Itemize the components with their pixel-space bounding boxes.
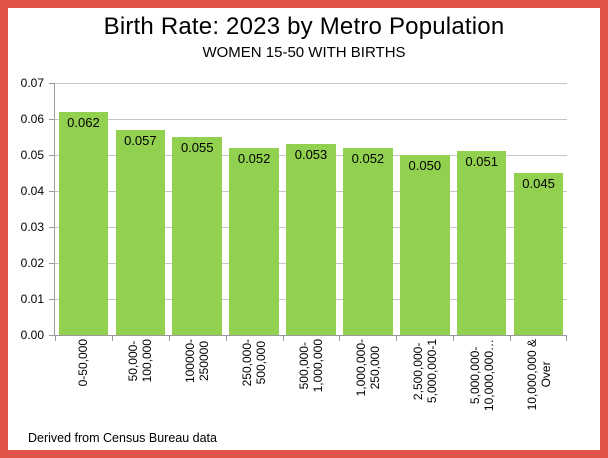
x-category-label: 10,000,000 & Over [524, 339, 553, 411]
x-label-cell: 2,500,000- 5,000,000-1 [396, 335, 453, 429]
bar: 0.050 [400, 155, 450, 335]
bar-cell: 0.051 [453, 83, 510, 335]
bar: 0.045 [513, 173, 564, 335]
x-label-cell: 250,000- 500,000 [226, 335, 283, 429]
gridline [55, 83, 567, 84]
bar-chart: 0.00 0.01 0.02 0.03 0.04 0.05 0.06 0.07 0.062 0.… [10, 76, 567, 429]
y-tick-label: 0.03 [20, 220, 44, 234]
x-category-label: 0-50,000 [76, 339, 91, 387]
y-tick-mark [49, 226, 54, 228]
bar-value-label: 0.045 [522, 176, 555, 191]
bar-cell: 0.057 [112, 83, 169, 335]
bar-value-label: 0.062 [67, 114, 100, 130]
y-tick-mark [49, 154, 54, 156]
bar-value-label: 0.053 [294, 147, 328, 163]
chart-region: 0.00 0.01 0.02 0.03 0.04 0.05 0.06 0.07 0.062 0.… [10, 76, 567, 342]
y-tick-label: 0.04 [20, 184, 44, 199]
bar-cell: 0.055 [169, 83, 226, 335]
y-tick-label: 0.07 [20, 76, 44, 90]
bar-value-label: 0.055 [180, 140, 214, 155]
x-tick-mark [225, 336, 227, 341]
chart-title: Birth Rate: 2023 by Metro Population [103, 13, 505, 40]
x-label-cell: 1,000,000- 250,000 [339, 335, 396, 429]
x-tick-mark [396, 336, 398, 341]
chart-page: Birth Rate: 2023 by Metro Population WOM… [8, 13, 600, 455]
bar: 0.053 [286, 144, 336, 335]
bar-cell: 0.053 [283, 83, 340, 335]
chart-subtitle: WOMEN 15-50 WITH BIRTHS [202, 44, 406, 61]
x-label-cell: 100000- 250000 [169, 335, 226, 429]
source-note: Derived from Census Bureau data [28, 431, 217, 445]
bar-value-label: 0.052 [351, 150, 385, 166]
y-tick-mark [49, 334, 54, 336]
y-tick-mark [49, 82, 54, 84]
y-tick-label: 0.00 [20, 328, 44, 342]
x-category-label: 100000- 250000 [183, 339, 212, 384]
x-category-label: 50,000- 100,000 [126, 339, 155, 383]
bar: 0.052 [343, 147, 393, 335]
bar: 0.051 [456, 151, 507, 335]
plot-area: 0.062 0.057 0.055 0.052 0.053 0.052 0.050 0.051… [54, 83, 567, 341]
bar-value-label: 0.052 [237, 150, 271, 166]
x-tick-mark [168, 336, 170, 341]
y-tick-label: 0.06 [20, 112, 44, 126]
x-tick-mark [566, 336, 567, 341]
x-tick-mark [282, 336, 284, 341]
x-category-label: 2,500,000- 5,000,000-1 [410, 339, 439, 404]
y-tick-mark [49, 298, 54, 300]
x-axis-labels: 0-50,000 50,000- 100,000 100000- 250000 250… [55, 335, 567, 429]
gridline [55, 119, 567, 120]
bar-cell: 0.050 [396, 83, 453, 335]
bar-cell: 0.062 [55, 83, 112, 335]
y-tick-mark [49, 262, 54, 264]
x-category-label: 500,000- 1,000,000 [297, 339, 325, 393]
bar-cell: 0.045 [510, 83, 567, 335]
y-tick-label: 0.05 [20, 148, 44, 162]
y-tick-mark [49, 190, 54, 192]
x-category-label: 250,000- 500,000 [240, 339, 269, 387]
bar-cell: 0.052 [339, 83, 396, 335]
x-category-label: 1,000,000- 250,000 [353, 339, 382, 397]
x-tick-mark [510, 336, 512, 341]
x-label-cell: 50,000- 100,000 [112, 335, 169, 429]
x-label-cell: 500,000- 1,000,000 [283, 335, 340, 429]
bar-value-label: 0.057 [124, 132, 157, 148]
bar: 0.055 [172, 137, 222, 335]
bar-value-label: 0.051 [465, 154, 498, 170]
bar: 0.057 [115, 129, 166, 335]
y-tick-label: 0.02 [20, 256, 44, 271]
x-tick-mark [111, 336, 113, 341]
x-tick-mark [339, 336, 341, 341]
bar-value-label: 0.050 [408, 158, 442, 173]
y-tick-label: 0.01 [20, 292, 44, 307]
bar: 0.052 [229, 147, 279, 335]
x-label-cell: 10,000,000 & Over [510, 335, 567, 429]
x-tick-mark [55, 336, 56, 341]
bar-cell: 0.052 [226, 83, 283, 335]
x-label-cell: 5,000,000- 10,000,000… [453, 335, 510, 429]
x-label-cell: 0-50,000 [55, 335, 112, 429]
y-axis: 0.00 0.01 0.02 0.03 0.04 0.05 0.06 0.07 [10, 76, 54, 342]
bar: 0.062 [58, 111, 109, 335]
y-tick-mark [49, 118, 54, 120]
bars-row: 0.062 0.057 0.055 0.052 0.053 0.052 0.050 0.051… [55, 83, 567, 335]
x-tick-mark [453, 336, 455, 341]
x-category-label: 5,000,000- 10,000,000… [467, 339, 496, 412]
